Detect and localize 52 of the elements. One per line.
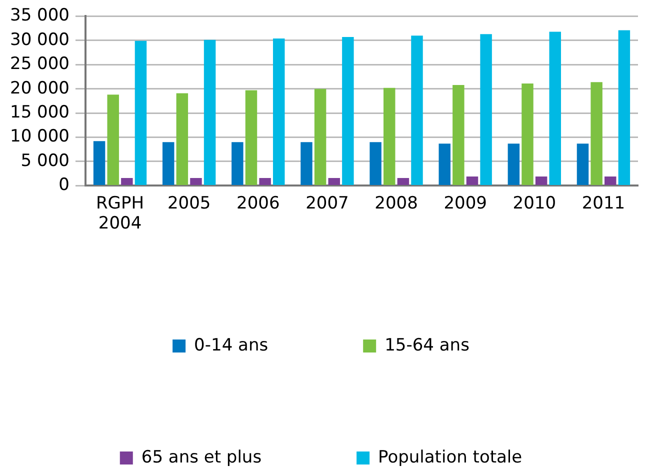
y-tick-label: 15 000 — [10, 102, 70, 122]
bar — [232, 142, 244, 185]
bar — [549, 32, 561, 185]
bar — [618, 30, 630, 185]
x-tick-label: RGPH 2004 — [96, 193, 144, 234]
bar — [535, 176, 548, 185]
bar — [411, 36, 423, 185]
y-tick-label: 20 000 — [10, 78, 70, 98]
bar — [93, 141, 106, 185]
bar — [604, 176, 616, 185]
bar — [383, 88, 396, 185]
x-tick-label: 2006 — [236, 193, 280, 214]
x-tick-label: 2009 — [444, 193, 487, 214]
x-tick-label: 2008 — [374, 193, 418, 214]
bar — [397, 178, 410, 185]
bar — [522, 84, 534, 185]
bar — [190, 178, 202, 185]
y-tick-label: 25 000 — [10, 54, 70, 74]
legend-label: 65 ans et plus — [141, 447, 262, 468]
x-tick-label: 2011 — [582, 193, 626, 214]
bar — [342, 37, 354, 185]
bar — [134, 40, 147, 185]
bar — [508, 144, 520, 185]
bar — [314, 88, 326, 185]
x-tick-label: 2007 — [306, 193, 349, 214]
bar — [466, 176, 478, 185]
bar — [576, 144, 589, 185]
y-tick-label: 30 000 — [10, 30, 70, 50]
bar — [590, 82, 602, 185]
bar — [300, 142, 312, 185]
bar — [328, 178, 340, 185]
x-tick-label: 2010 — [512, 193, 556, 214]
x-tick-label: 2005 — [167, 193, 211, 214]
bar — [162, 142, 174, 185]
y-tick-label: 0 — [58, 175, 70, 196]
bar — [480, 34, 492, 185]
bar — [259, 178, 271, 185]
y-tick-label: 10 000 — [10, 126, 70, 147]
legend-label: 0-14 ans — [194, 335, 268, 356]
legend-label: 15-64 ans — [384, 335, 470, 356]
y-tick-label: 5 000 — [20, 150, 70, 171]
bar — [452, 84, 464, 185]
legend-label: Population totale — [378, 447, 522, 468]
bar — [370, 142, 382, 185]
y-tick-label: 35 000 — [10, 6, 70, 26]
bar — [245, 90, 258, 185]
bar — [121, 178, 133, 185]
bar — [272, 38, 285, 185]
bar — [204, 40, 216, 185]
bar — [438, 144, 450, 185]
bar — [107, 94, 119, 185]
bar — [176, 93, 188, 185]
